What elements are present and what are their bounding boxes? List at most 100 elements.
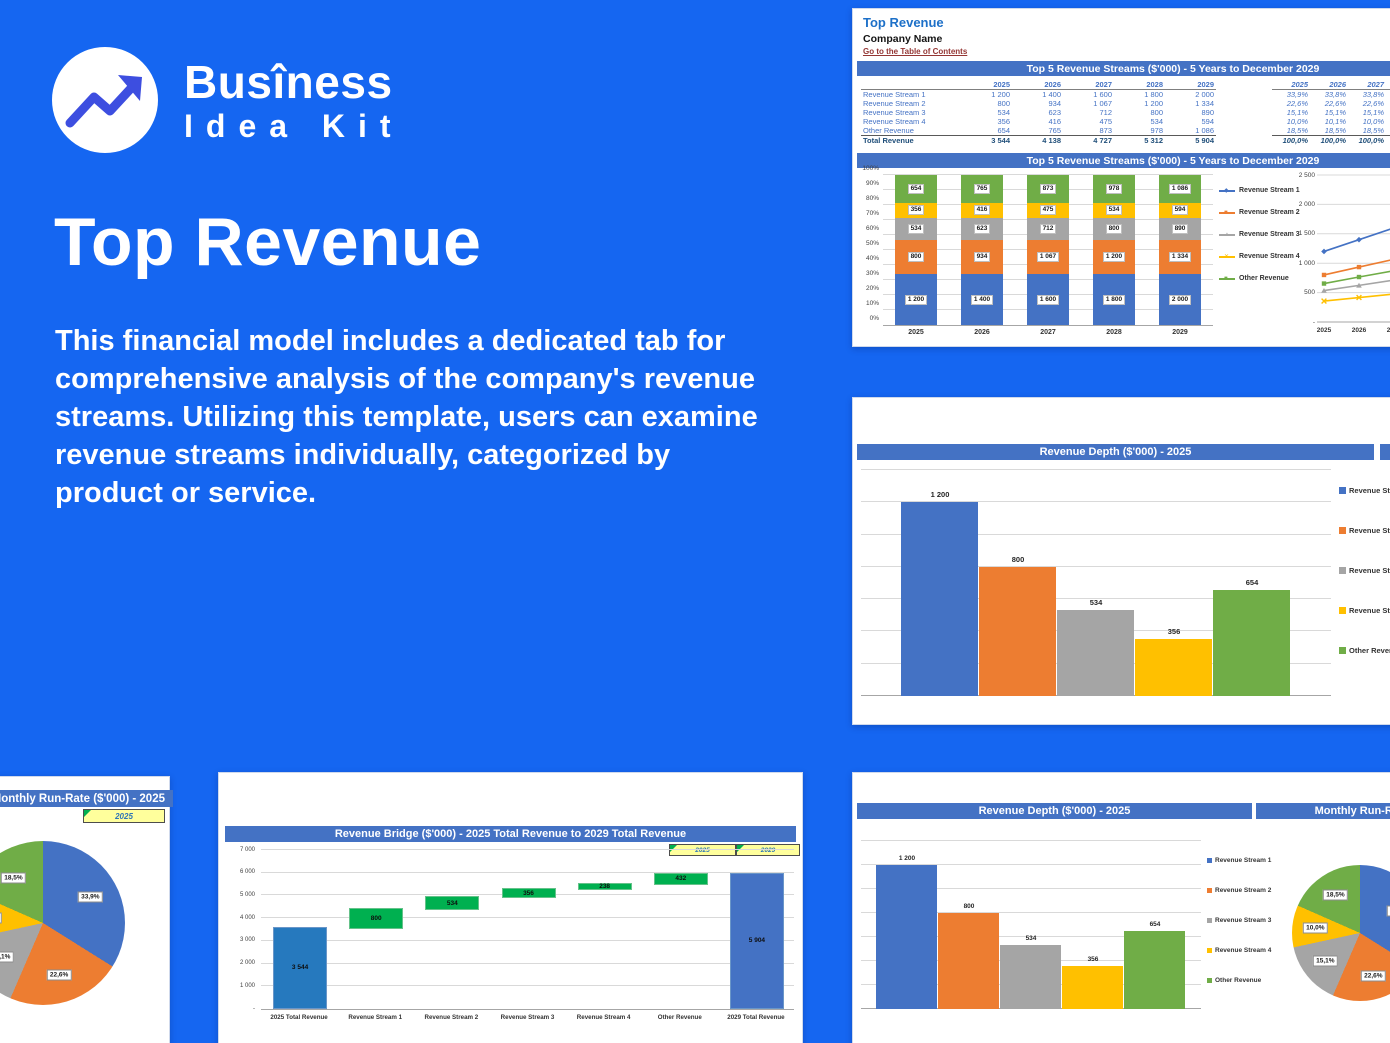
stacked-segment-revenue-stream-4: 534 [1092,202,1136,218]
grid-line [861,936,1201,937]
waterfall-bar-increase: 800 [349,908,404,929]
cell-value: 712 [1099,108,1112,117]
legend-label: Other Revenue [1239,275,1289,282]
stacked-segment-other-revenue: 654 [894,175,938,203]
table-section-header: Top 5 Revenue Streams ($'000) - 5 Years … [857,61,1390,76]
total-value: 4 727 [1063,135,1114,145]
cell-value: 1 200 [991,90,1010,99]
segment-value-label: 800 [1105,224,1123,234]
page-title: Top Revenue [54,204,482,280]
revenue-depth-header: Revenue Depth ($'000) - 2025 [857,444,1374,460]
line-chart-svg [1317,174,1390,323]
stacked-segment-revenue-stream-4: 594 [1158,202,1202,218]
legend-marker-icon: ■ [1219,210,1235,216]
depth-bar-2 [938,913,999,1009]
cell-value: 22,6% [1362,99,1384,108]
cell-value: 15,1% [1324,108,1346,117]
year-header: 2027 [1348,80,1386,90]
legend-label: Revenue Stream 2 [1215,887,1272,894]
cell-value: 15,1% [1386,108,1390,117]
cell-value: 1 600 [1093,90,1112,99]
x-tick-label: 2028 [1106,329,1122,336]
revenue-share-table: 2025202620272028202933,9%33,8%33,8%33,9%… [1272,80,1390,145]
brand-logo [52,47,158,153]
segment-value-label: 873 [1039,183,1057,194]
waterfall-bar-increase: 534 [425,896,480,911]
revenue-depth-header-small: Revenue Depth ($'000) - 2025 [857,803,1252,819]
year-filter-dropdown[interactable]: 2025 [83,809,165,823]
cell-value: 594 [1201,117,1214,126]
segment-value-label: 1 334 [1168,252,1192,263]
pie-slice-label: 33,9% [78,891,103,903]
segment-value-label: 1 400 [970,294,994,305]
table-grid: 2025202620272028202933,9%33,8%33,8%33,9%… [1272,80,1390,145]
x-tick-label: 2025 Total Revenue [270,1014,328,1021]
depth-bar-3 [1000,944,1061,1009]
panel-top-revenue-sheet: Top Revenue Company Name Go to the Table… [852,8,1390,347]
grid-line [883,174,1213,175]
panel-revenue-bridge: Revenue Bridge ($'000) - 2025 Total Reve… [218,772,803,1043]
pie-slice-label: 15,1% [1313,955,1338,967]
legend-item: ■ Other Revenue [1219,275,1289,282]
stacked-segment-revenue-stream-4: 356 [894,202,938,218]
legend-label: Revenue Stream 2 [1349,526,1390,535]
y-tick-label: - [253,1005,255,1012]
legend-marker-icon: ▲ [1219,232,1235,238]
stacked-segment-revenue-stream-1: 2 000 [1158,274,1202,325]
bridge-from-year-dropdown[interactable]: 2025 [669,844,736,856]
segment-value-label: 1 200 [904,294,928,305]
marker [1356,274,1362,280]
brand-line2: Idea Kit [184,108,404,144]
cell-value: 534 [997,108,1010,117]
legend-marker-glyph: ■ [1224,209,1228,216]
legend-swatch [1207,888,1212,893]
y-tick-label: 6 000 [239,869,255,876]
line-series-revenue-stream-3 [1323,279,1390,292]
legend-swatch [1339,527,1346,534]
year-header: 2029 [1165,80,1216,90]
marker [1321,248,1327,255]
grid-line [861,864,1201,865]
legend-label: Revenue Stream 2 [1239,209,1300,216]
year-header: 2027 [1063,80,1114,90]
cell-value: 1 200 [1144,99,1163,108]
monthly-runrate-pie: 33,9% 22,6% 15,1% 10,0% 18,5% [0,777,169,1043]
line-series-revenue-stream-1 [1323,228,1390,253]
legend-item: Revenue Stream 3 [1339,566,1390,575]
legend-marker-icon: ✕ [1219,254,1235,260]
y-tick-label: 0% [869,315,879,322]
legend-swatch [1207,978,1212,983]
legend-label: Revenue Stream 1 [1349,486,1390,495]
pie-slice-label: 22,6% [1361,970,1386,982]
legend-item: ✕ Revenue Stream 4 [1219,253,1300,260]
x-tick-label: 2027 [1040,329,1056,336]
legend-marker-icon: ◆ [1219,188,1235,194]
marker [1356,236,1362,243]
table-of-contents-link[interactable]: Go to the Table of Contents [863,47,968,56]
stacked-segment-revenue-stream-1: 1 600 [1026,274,1070,325]
legend-item: Revenue Stream 2 [1207,887,1271,894]
legend-label: Revenue Stream 4 [1349,606,1390,615]
legend-label: Other Revenue [1215,977,1262,984]
cell-value: 475 [1099,117,1112,126]
cell-value: 1 400 [1042,90,1061,99]
cell-value: 1 086 [1195,126,1214,135]
cell-value: 33,9% [1386,90,1390,99]
legend-item: Revenue Stream 1 [1207,857,1271,864]
segment-value-label: 416 [973,205,991,216]
cell-value: 978 [1150,126,1163,135]
y-tick-label: 1 500 [1298,230,1315,238]
stacked-segment-revenue-stream-1: 1 200 [894,274,938,325]
cell-value: 10,0% [1286,117,1308,126]
line-series-revenue-stream-4 [1323,293,1390,302]
bridge-to-year-dropdown[interactable]: 2029 [736,844,800,856]
cell-value: 1 067 [1093,99,1112,108]
cell-value: 33,9% [1286,90,1308,99]
x-tick-label: 2026 [974,329,990,336]
legend-item: Revenue Stream 4 [1339,606,1390,615]
revenue-depth-bar-chart-small: 1 200 800 534 356 654 [861,840,1201,1009]
cell-value: 1 334 [1195,99,1214,108]
marker [1321,298,1327,304]
waterfall-bar-total-end: 5 904 [729,872,784,1009]
